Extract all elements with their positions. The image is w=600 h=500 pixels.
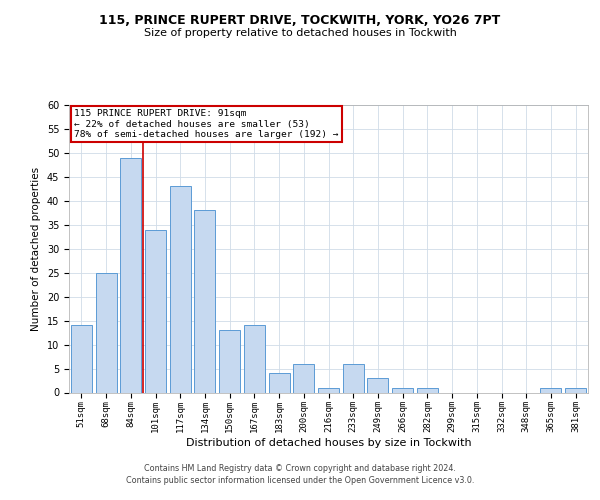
Text: 115 PRINCE RUPERT DRIVE: 91sqm
← 22% of detached houses are smaller (53)
78% of : 115 PRINCE RUPERT DRIVE: 91sqm ← 22% of … [74, 110, 338, 139]
Bar [343, 364, 364, 392]
Bar [71, 326, 92, 392]
Y-axis label: Number of detached properties: Number of detached properties [31, 166, 41, 331]
Bar [244, 326, 265, 392]
Bar [541, 388, 562, 392]
X-axis label: Distribution of detached houses by size in Tockwith: Distribution of detached houses by size … [185, 438, 472, 448]
Bar [219, 330, 240, 392]
Bar [269, 374, 290, 392]
Bar [417, 388, 438, 392]
Bar [565, 388, 586, 392]
Bar [120, 158, 141, 392]
Bar [95, 272, 116, 392]
Bar [145, 230, 166, 392]
Text: Contains HM Land Registry data © Crown copyright and database right 2024.: Contains HM Land Registry data © Crown c… [144, 464, 456, 473]
Bar [170, 186, 191, 392]
Text: 115, PRINCE RUPERT DRIVE, TOCKWITH, YORK, YO26 7PT: 115, PRINCE RUPERT DRIVE, TOCKWITH, YORK… [100, 14, 500, 27]
Bar [194, 210, 215, 392]
Bar [392, 388, 413, 392]
Bar [367, 378, 388, 392]
Text: Contains public sector information licensed under the Open Government Licence v3: Contains public sector information licen… [126, 476, 474, 485]
Bar [318, 388, 339, 392]
Text: Size of property relative to detached houses in Tockwith: Size of property relative to detached ho… [143, 28, 457, 38]
Bar [293, 364, 314, 392]
